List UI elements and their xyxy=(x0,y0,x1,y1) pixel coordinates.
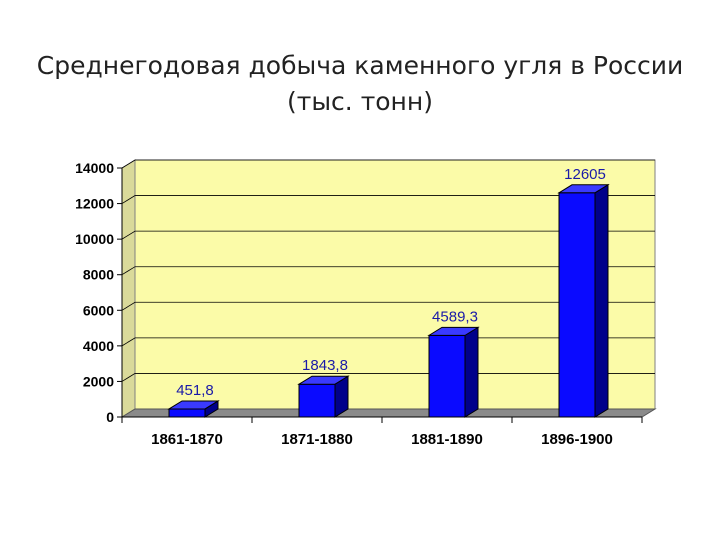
gridline xyxy=(121,195,655,204)
data-label: 4589,3 xyxy=(432,308,478,325)
y-tick-label: 12000 xyxy=(75,196,114,212)
bar xyxy=(168,408,206,418)
bar-top xyxy=(427,326,480,336)
gridline xyxy=(121,266,655,276)
y-tick-label: 10000 xyxy=(75,231,114,247)
data-label: 12605 xyxy=(564,166,606,183)
y-tick-label: 2000 xyxy=(83,373,114,389)
y-tick-label: 6000 xyxy=(83,302,114,318)
x-tick-label: 1896-1900 xyxy=(541,431,613,448)
y-tick-label: 0 xyxy=(106,409,114,425)
bar xyxy=(558,192,596,418)
plot-side-wall xyxy=(121,159,136,418)
gridline xyxy=(121,230,655,240)
gridline xyxy=(121,159,655,169)
title-line-2: (тыс. тонн) xyxy=(287,87,433,116)
data-label: 1843,8 xyxy=(302,357,348,374)
x-tick-label: 1871-1880 xyxy=(281,431,353,448)
x-tick-label: 1881-1890 xyxy=(411,431,483,448)
bar-top xyxy=(557,184,610,194)
bar-side xyxy=(594,183,609,418)
bar-top xyxy=(297,375,350,385)
data-label: 451,8 xyxy=(176,382,214,399)
y-tick-label: 4000 xyxy=(83,338,114,354)
bar xyxy=(298,383,336,418)
gridline xyxy=(121,337,655,347)
x-tick-label: 1861-1870 xyxy=(151,431,223,448)
bar-top xyxy=(167,400,220,410)
gridline xyxy=(121,373,655,382)
y-tick-label: 14000 xyxy=(75,160,114,176)
bar xyxy=(428,334,466,418)
bar-side xyxy=(464,326,479,418)
slide-title: Среднегодовая добыча каменного угля в Ро… xyxy=(0,48,720,120)
y-tick-label: 8000 xyxy=(83,267,114,283)
gridline xyxy=(121,301,655,311)
title-line-1: Среднегодовая добыча каменного угля в Ро… xyxy=(36,51,684,80)
